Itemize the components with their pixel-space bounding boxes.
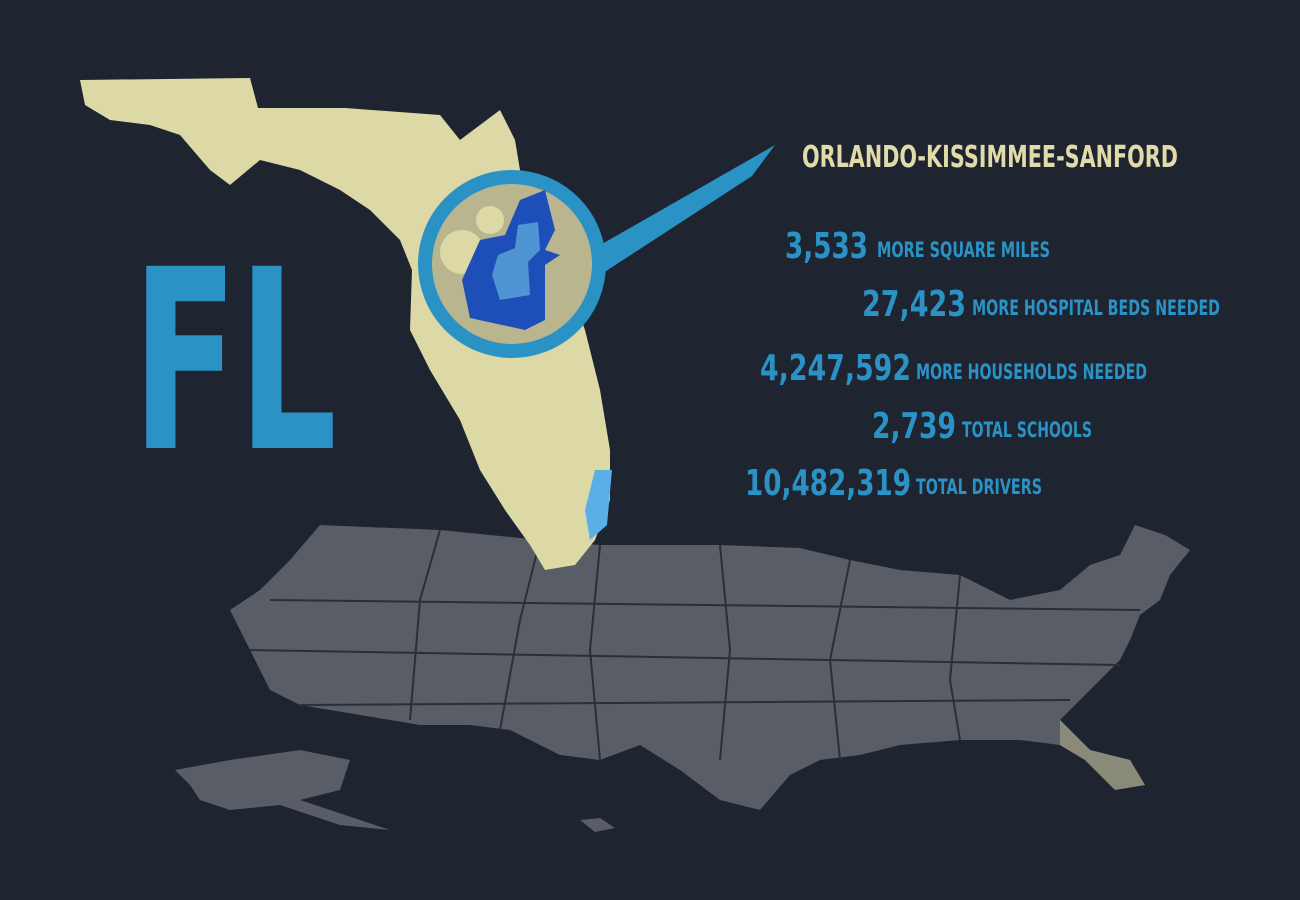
stat-number: 3,533 [785,226,868,267]
us-map [175,525,1190,832]
stat-number: 4,247,592 [760,348,911,389]
stat-label: MORE SQUARE MILES [877,238,1050,262]
region-title: ORLANDO-KISSIMMEE-SANFORD [802,140,1178,175]
callout-pointer [595,145,775,275]
stat-label: TOTAL SCHOOLS [962,418,1092,442]
hawaii [580,818,615,832]
stat-label: MORE HOSPITAL BEDS NEEDED [972,296,1220,320]
stat-label: TOTAL DRIVERS [916,475,1042,499]
alaska [175,750,390,830]
stat-number: 10,482,319 [745,463,911,504]
lake [476,206,504,234]
stat-number: 27,423 [862,284,966,325]
miami-region [585,470,612,540]
state-borders [249,529,1141,761]
stat-number: 2,739 [872,406,956,447]
metro-core [492,222,540,300]
contiguous-states [230,525,1190,810]
stat-label: MORE HOUSEHOLDS NEEDED [916,360,1147,384]
florida-highlight [1060,720,1145,790]
state-abbreviation: FL [132,216,337,507]
